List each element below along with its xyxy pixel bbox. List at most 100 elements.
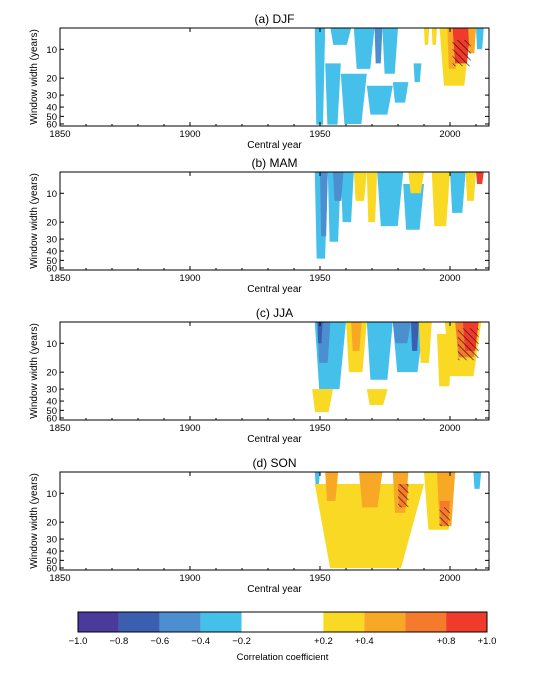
- colorbar-tick-label: +0.4: [355, 636, 374, 647]
- colorbar-segment: [78, 612, 119, 632]
- plot-frame: [59, 27, 490, 127]
- colorbar-segment: [159, 612, 201, 632]
- colorbar-tick-label: −0.4: [191, 636, 210, 647]
- heatmap-region: [408, 172, 424, 194]
- x-axis-label: Central year: [247, 584, 302, 595]
- y-tick-label: 30: [46, 535, 57, 546]
- colorbar-segment: [323, 612, 365, 632]
- colorbar-segment: [118, 612, 160, 632]
- x-tick-label: 1850: [49, 573, 70, 584]
- heatmap-region: [465, 172, 476, 201]
- y-axis-label: Window width (years): [29, 29, 40, 125]
- heatmap-region: [325, 472, 339, 501]
- x-tick-label: 1850: [49, 423, 70, 434]
- x-tick-label: 1850: [49, 129, 70, 140]
- y-axis-label: Window width (years): [29, 323, 40, 419]
- heatmap-region: [377, 172, 404, 227]
- x-axis-label: Central year: [247, 284, 302, 295]
- heatmap-region: [320, 172, 328, 237]
- x-tick-label: 1900: [179, 129, 200, 140]
- y-tick-label: 10: [46, 489, 57, 500]
- y-tick-label: 40: [46, 397, 57, 408]
- heatmap-region: [476, 172, 484, 184]
- heatmap-region: [418, 322, 432, 363]
- colorbar-segment: [405, 612, 447, 632]
- y-tick-label: 20: [46, 218, 57, 229]
- panel-title: (b) MAM: [252, 156, 298, 170]
- heatmap-region: [353, 28, 375, 69]
- x-tick-label: 1850: [49, 273, 70, 284]
- heatmap-region: [431, 172, 450, 227]
- y-tick-label: 30: [46, 385, 57, 396]
- heatmap-region: [366, 389, 388, 406]
- heatmap-region: [382, 28, 398, 74]
- plot-frame: [59, 471, 490, 571]
- heatmap-region: [330, 28, 352, 45]
- colorbar: −1.0 −0.8 −0.6 −0.4 −0.2 +0.2 +0.4 +0.8 +1.0 Corr…: [69, 611, 497, 663]
- y-tick-label: 40: [46, 247, 57, 258]
- y-tick-label: 30: [46, 235, 57, 246]
- y-tick-label: 50: [46, 406, 57, 417]
- colorbar-segment: [446, 612, 487, 632]
- y-axis-label: Window width (years): [29, 173, 40, 269]
- heatmap-region: [359, 472, 383, 508]
- heatmap-region: [325, 63, 341, 125]
- heatmap-region: [473, 472, 482, 489]
- y-tick-label: 50: [46, 556, 57, 567]
- x-tick-label: 1950: [309, 273, 330, 284]
- heatmap-region: [476, 28, 484, 50]
- x-tick-label: 1900: [179, 423, 200, 434]
- heatmap-region: [312, 389, 333, 413]
- panel-title: (a) DJF: [255, 12, 295, 26]
- colorbar-tick-label: −0.2: [232, 636, 251, 647]
- x-tick-label: 2000: [439, 423, 460, 434]
- y-tick-label: 20: [46, 368, 57, 379]
- heatmap-region: [340, 73, 367, 124]
- y-axis-label: Window width (years): [29, 473, 40, 569]
- x-tick-label: 2000: [439, 573, 460, 584]
- x-axis-label: Central year: [247, 434, 302, 445]
- y-tick-label: 10: [46, 339, 57, 350]
- heatmap-region: [340, 172, 354, 223]
- colorbar-tick-label: +0.8: [437, 636, 456, 647]
- colorbar-label: Correlation coefficient: [237, 652, 329, 663]
- heatmap-region: [366, 85, 393, 115]
- heatmap-region: [353, 172, 367, 201]
- x-tick-label: 1900: [179, 273, 200, 284]
- x-tick-label: 2000: [439, 129, 460, 140]
- y-tick-label: 60: [46, 563, 57, 574]
- heatmap-region: [314, 472, 320, 484]
- heatmap-cells: [314, 472, 482, 568]
- x-tick-label: 1900: [179, 573, 200, 584]
- heatmap-region: [333, 172, 344, 201]
- colorbar-tick-label: −1.0: [69, 636, 88, 647]
- heatmap-region: [431, 28, 437, 45]
- heatmap-region: [366, 172, 378, 223]
- plot-frame: [59, 171, 490, 271]
- x-tick-label: 2000: [439, 273, 460, 284]
- heatmap-cells: [314, 28, 484, 125]
- y-tick-label: 60: [46, 413, 57, 424]
- colorbar-tick-label: +1.0: [478, 636, 497, 647]
- y-tick-label: 40: [46, 103, 57, 114]
- heatmap-region: [450, 172, 466, 213]
- heatmap-region: [366, 322, 393, 380]
- y-tick-label: 30: [46, 91, 57, 102]
- colorbar-tick-label: −0.8: [110, 636, 129, 647]
- heatmap-region: [424, 28, 430, 45]
- y-tick-label: 20: [46, 74, 57, 85]
- colorbar-tick-label: +0.2: [314, 636, 333, 647]
- x-tick-label: 1950: [309, 423, 330, 434]
- heatmap-region: [351, 322, 362, 351]
- heatmap-region: [374, 28, 383, 64]
- colorbar-frame: [77, 611, 488, 633]
- y-tick-label: 10: [46, 189, 57, 200]
- heatmap-region: [392, 322, 411, 344]
- panel-title: (c) JJA: [256, 306, 293, 320]
- panel-title: (d) SON: [252, 456, 296, 470]
- x-axis-label: Central year: [247, 140, 302, 151]
- colorbar-tick-label: −0.6: [150, 636, 169, 647]
